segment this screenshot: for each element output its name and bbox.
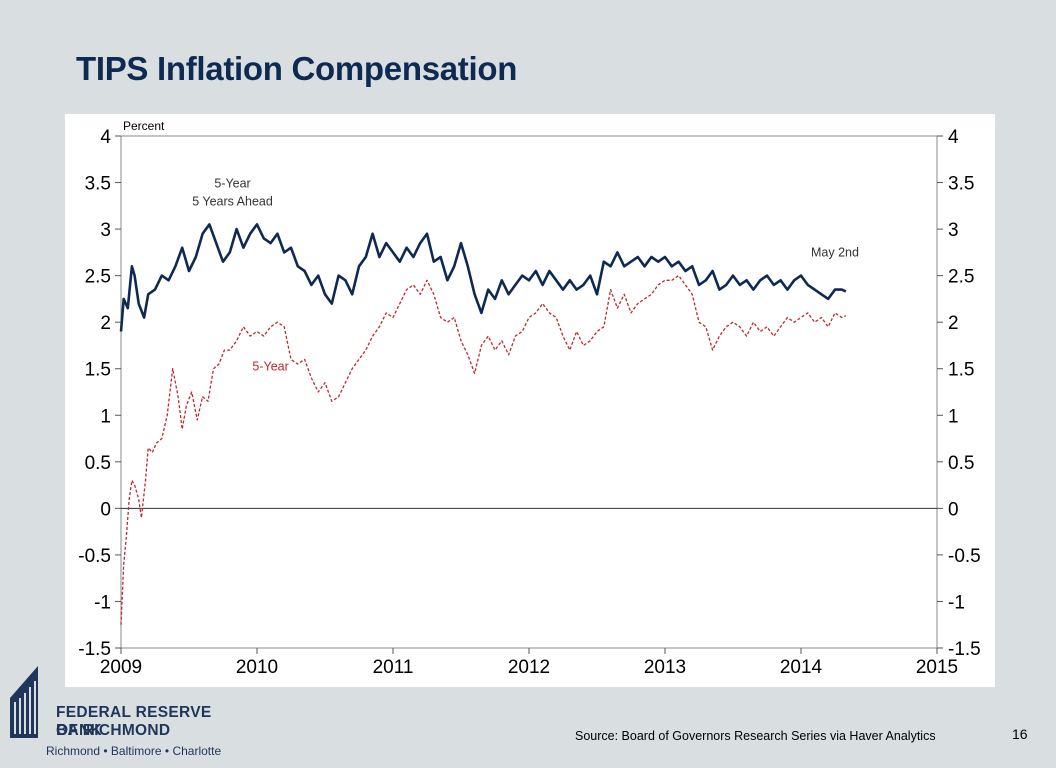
y-tick-label-right: 2 [948, 313, 959, 334]
y-tick-label-left: -1 [94, 592, 111, 613]
y-tick-label-right: 0.5 [948, 453, 974, 474]
y-tick-label-right: -1.5 [948, 639, 981, 660]
y-tick-label-right: 3 [948, 220, 959, 241]
y-axis-label: Percent [123, 119, 165, 133]
series-line-5y5y [119, 223, 847, 332]
logo-cities: Richmond • Baltimore • Charlotte [46, 744, 222, 758]
y-tick-label-right: -0.5 [948, 546, 981, 567]
y-tick-label-left: 3 [100, 220, 111, 241]
y-tick-label-right: 0 [948, 499, 959, 520]
bank-building-icon [10, 666, 38, 738]
y-tick-label-left: 0.5 [85, 453, 111, 474]
y-tick-label-right: 2.5 [948, 267, 974, 288]
page-number: 16 [1012, 726, 1028, 742]
series-line-5y [120, 274, 847, 625]
x-tick-label: 2009 [100, 657, 142, 678]
plot-frame [120, 135, 938, 649]
y-tick-label-right: -1 [948, 592, 965, 613]
annotation-label: May 2nd [811, 245, 859, 259]
chart-panel: 4 4 3.5 3.5 3 3 2.5 2.5 2 2 1.5 1.5 1 1 0.5 0.5 0 0 -0.5 -0… [65, 114, 995, 687]
federal-reserve-logo: FEDERAL RESERVE BANK OF RICHMOND Richmon… [10, 666, 240, 761]
y-tick-label-right: 4 [948, 127, 959, 148]
y-tick-label-left: -0.5 [78, 546, 111, 567]
logo-line-1: FEDERAL RESERVE BANK [56, 704, 212, 739]
y-tick-label-right: 3.5 [948, 174, 974, 195]
line-chart: 4 4 3.5 3.5 3 3 2.5 2.5 2 2 1.5 1.5 1 1 0.5 0.5 0 0 -0.5 -0… [78, 119, 981, 678]
x-tick-label: 2015 [916, 657, 958, 678]
x-tick-label: 2014 [780, 657, 823, 678]
annotation-label: 5-Year [252, 360, 288, 374]
slide-title: TIPS Inflation Compensation [76, 50, 518, 87]
y-tick-label-left: 4 [100, 127, 111, 148]
y-tick-label-right: 1.5 [948, 360, 974, 381]
annotation-label: 5-Year [214, 177, 250, 191]
y-tick-label-left: 3.5 [85, 174, 111, 195]
y-tick-label-left: 1.5 [85, 360, 111, 381]
annotation-label: 5 Years Ahead [192, 195, 273, 209]
x-tick-label: 2013 [644, 657, 686, 678]
logo-line-2: OF RICHMOND [56, 722, 171, 739]
y-tick-label-left: 1 [100, 406, 111, 427]
y-tick-label-left: -1.5 [78, 639, 111, 660]
x-tick-label: 2012 [508, 657, 550, 678]
y-tick-label-right: 1 [948, 406, 959, 427]
source-note: Source: Board of Governors Research Seri… [575, 729, 936, 743]
y-tick-label-left: 2.5 [85, 267, 111, 288]
y-tick-label-left: 0 [100, 499, 111, 520]
x-tick-label: 2010 [236, 657, 278, 678]
y-tick-label-left: 2 [100, 313, 111, 334]
x-tick-label: 2011 [373, 657, 414, 678]
